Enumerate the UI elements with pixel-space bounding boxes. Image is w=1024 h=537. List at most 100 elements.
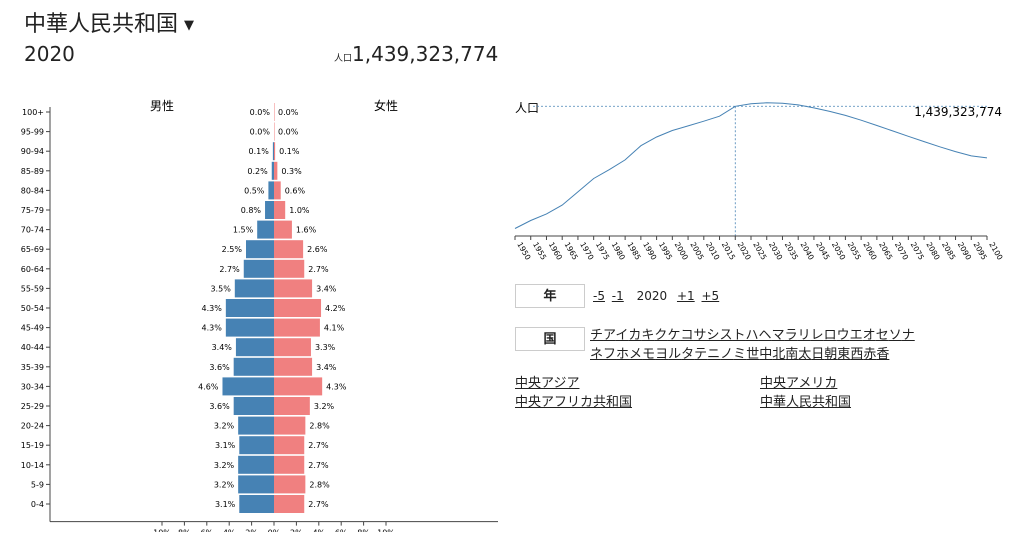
year-label-box: 年 xyxy=(515,284,585,308)
population-display: 人口1,439,323,774 xyxy=(334,42,498,66)
country-index-link[interactable]: 北 xyxy=(772,347,786,362)
year-plus5-link[interactable]: +5 xyxy=(701,289,720,303)
country-index-link[interactable]: ホ xyxy=(616,347,630,362)
country-index-link[interactable]: ロ xyxy=(823,328,837,343)
female-value-label: 2.7% xyxy=(308,441,329,450)
country-index-link[interactable]: 世 xyxy=(746,347,760,362)
male-bar xyxy=(246,240,274,259)
country-index-link[interactable]: メ xyxy=(629,347,643,362)
female-bar xyxy=(274,318,320,337)
country-index-link[interactable]: 朝 xyxy=(824,347,838,362)
line-x-tick-label: 2030 xyxy=(767,241,784,262)
age-group-label: 95-99 xyxy=(21,128,44,137)
male-value-label: 3.1% xyxy=(215,441,236,450)
country-index-link[interactable]: ラ xyxy=(784,328,798,343)
male-value-label: 0.2% xyxy=(247,167,268,176)
female-value-label: 2.7% xyxy=(308,461,329,470)
country-index-link[interactable]: シ xyxy=(706,328,720,343)
country-index-link[interactable]: リ xyxy=(797,328,811,343)
country-index-link[interactable]: ル xyxy=(668,347,682,362)
country-index-link[interactable]: ト xyxy=(732,328,746,343)
male-value-label: 3.2% xyxy=(214,461,235,470)
country-index-link[interactable]: 赤 xyxy=(863,347,877,362)
country-index-link[interactable]: エ xyxy=(849,328,863,343)
country-index-link[interactable]: ノ xyxy=(720,347,734,362)
female-bar xyxy=(274,161,278,180)
male-bar xyxy=(272,142,274,161)
country-index-link[interactable]: キ xyxy=(641,328,655,343)
country-index-link[interactable]: 南 xyxy=(785,347,799,362)
country-index-link[interactable]: ス xyxy=(719,328,733,343)
country-index-link[interactable]: ネ xyxy=(590,347,604,362)
country-index-link[interactable]: テ xyxy=(694,347,708,362)
male-label: 男性 xyxy=(150,99,174,113)
country-index-link[interactable]: モ xyxy=(642,347,656,362)
country-index-link[interactable]: ヨ xyxy=(655,347,669,362)
male-bar xyxy=(243,259,274,278)
country-index-link[interactable]: サ xyxy=(693,328,707,343)
female-bar xyxy=(274,299,322,317)
population-label: 人口 xyxy=(334,54,353,64)
country-index-link[interactable]: レ xyxy=(810,328,824,343)
female-value-label: 2.7% xyxy=(308,265,329,274)
age-group-label: 5-9 xyxy=(31,480,44,489)
country-index-link[interactable]: ニ xyxy=(707,347,721,362)
country-index-link[interactable]: フ xyxy=(603,347,617,362)
country-index-link[interactable]: ナ xyxy=(901,328,915,343)
female-value-label: 1.0% xyxy=(289,206,310,215)
region-link-china[interactable]: 中華人民共和国 xyxy=(760,395,852,410)
country-index-link[interactable]: コ xyxy=(680,328,694,343)
country-index-link[interactable]: 西 xyxy=(850,347,864,362)
country-index-link[interactable]: ヘ xyxy=(758,328,772,343)
country-index-link[interactable]: 東 xyxy=(837,347,851,362)
country-index-link[interactable]: イ xyxy=(615,328,629,343)
country-index-link[interactable]: ソ xyxy=(888,328,902,343)
region-link-central-asia[interactable]: 中央アジア xyxy=(515,376,580,391)
male-value-label: 4.3% xyxy=(202,324,223,333)
line-x-tick-label: 2045 xyxy=(814,241,831,262)
female-bar xyxy=(274,220,292,239)
region-link-central-african-republic[interactable]: 中央アフリカ共和国 xyxy=(515,395,633,410)
female-value-label: 1.6% xyxy=(296,226,317,235)
age-group-label: 55-59 xyxy=(21,284,44,293)
region-link-central-america[interactable]: 中央アメリカ xyxy=(760,376,838,391)
x-tick-label: 4% xyxy=(312,529,325,532)
line-x-tick-label: 2050 xyxy=(830,241,847,262)
dropdown-caret-icon: ▼ xyxy=(184,17,195,33)
female-bar xyxy=(274,495,305,513)
male-bar xyxy=(233,357,274,376)
female-bar xyxy=(274,240,304,259)
age-group-label: 40-44 xyxy=(21,343,44,352)
country-index-link[interactable]: セ xyxy=(875,328,889,343)
country-index-link[interactable]: カ xyxy=(628,328,642,343)
country-index-link[interactable]: 中 xyxy=(759,347,773,362)
country-index-link[interactable]: ウ xyxy=(836,328,850,343)
female-value-label: 2.8% xyxy=(309,480,330,489)
age-group-label: 90-94 xyxy=(21,147,44,156)
country-index-link[interactable]: チ xyxy=(590,328,604,343)
line-x-tick-label: 1995 xyxy=(657,241,674,262)
country-index-link[interactable]: ア xyxy=(603,328,616,343)
country-index-link[interactable]: マ xyxy=(771,328,785,343)
x-tick-label: 0% xyxy=(268,529,281,532)
year-plus1-link[interactable]: +1 xyxy=(676,289,695,303)
country-index-link[interactable]: ハ xyxy=(745,328,759,343)
country-index-link[interactable]: オ xyxy=(862,328,876,343)
country-index-link[interactable]: ク xyxy=(654,328,668,343)
country-index-link[interactable]: ケ xyxy=(667,328,681,343)
line-x-tick-label: 2025 xyxy=(751,241,768,262)
country-index-link[interactable]: 太 xyxy=(798,347,812,362)
country-selector[interactable]: 中華人民共和国 ▼ xyxy=(24,6,194,38)
female-bar xyxy=(274,377,323,396)
female-bar xyxy=(274,279,313,298)
country-index-link[interactable]: ミ xyxy=(733,347,747,362)
age-group-label: 70-74 xyxy=(21,226,44,235)
country-index-link[interactable]: タ xyxy=(681,347,695,362)
year-minus5-link[interactable]: -5 xyxy=(593,289,605,303)
line-x-tick-label: 2020 xyxy=(736,241,753,262)
female-value-label: 0.0% xyxy=(278,108,299,117)
country-index-link[interactable]: 香 xyxy=(876,347,890,362)
country-index-link[interactable]: 日 xyxy=(811,347,825,362)
age-group-label: 25-29 xyxy=(21,402,44,411)
year-minus1-link[interactable]: -1 xyxy=(611,289,624,303)
